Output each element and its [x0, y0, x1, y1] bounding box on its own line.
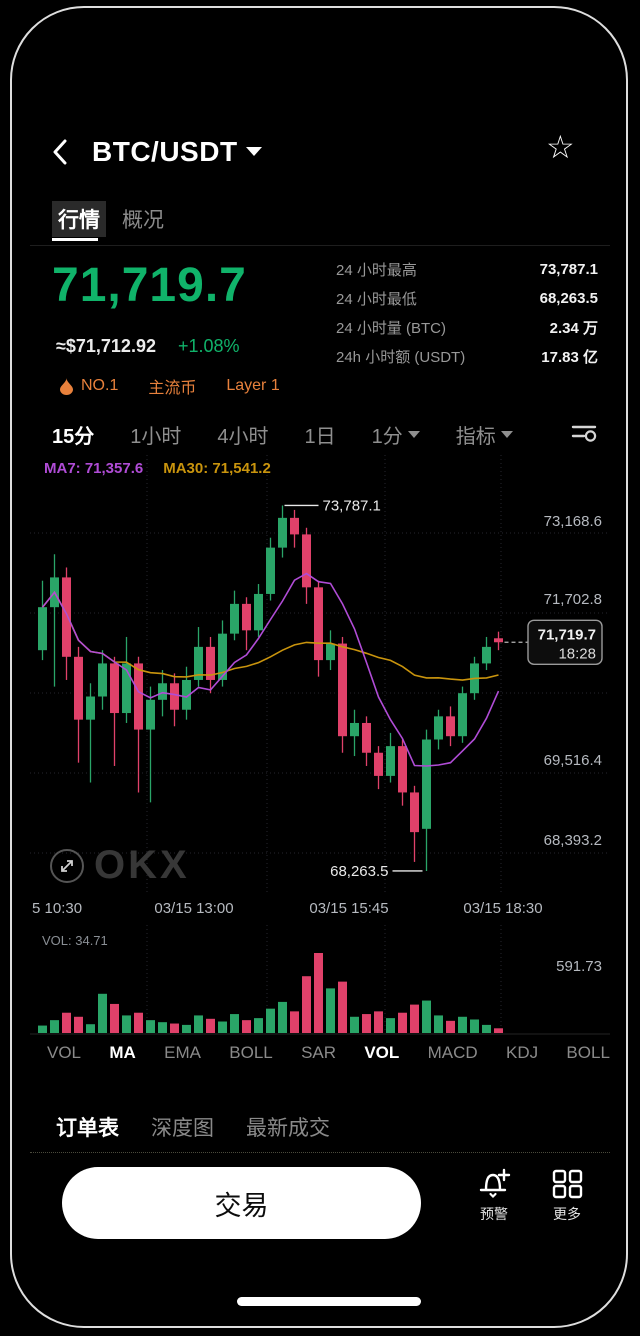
more-button[interactable]: 更多	[541, 1168, 593, 1224]
fiat-price: ≈$71,712.92	[56, 336, 156, 356]
indicator-sar[interactable]: SAR	[301, 1043, 337, 1062]
svg-text:591.73: 591.73	[556, 958, 602, 975]
svg-text:71,702.8: 71,702.8	[544, 591, 602, 608]
svg-text:18:28: 18:28	[558, 645, 596, 662]
indicator-boll[interactable]: BOLL	[229, 1043, 273, 1062]
tab-overview[interactable]: 概况	[122, 209, 164, 232]
stat-row: 24 小时最高 73,787.1	[336, 255, 598, 284]
back-button[interactable]	[52, 139, 68, 170]
svg-text:73,787.1: 73,787.1	[323, 497, 381, 514]
stat-value: 73,787.1	[539, 261, 598, 278]
stat-value: 2.34 万	[549, 320, 598, 337]
timeframe-dropdown-label: 1分	[371, 426, 403, 448]
alert-button[interactable]: 预警	[468, 1168, 520, 1224]
svg-text:68,263.5: 68,263.5	[330, 863, 388, 880]
tab-depth-chart[interactable]: 深度图	[151, 1117, 214, 1140]
timeframe-bar: 15分 1小时 4小时 1日 1分 指标	[52, 420, 597, 449]
divider	[30, 245, 610, 246]
svg-text:VOL: 34.71: VOL: 34.71	[42, 933, 108, 948]
indicator-kdj[interactable]: KDJ	[505, 1043, 539, 1062]
svg-text:71,719.7: 71,719.7	[538, 626, 596, 643]
timeframe-15m[interactable]: 15分	[52, 426, 95, 448]
favorite-star-icon[interactable]: ☆	[546, 129, 575, 165]
flame-icon	[60, 377, 73, 395]
more-label: 更多	[553, 1206, 581, 1222]
expand-chart-button[interactable]	[50, 848, 84, 883]
indicator-dropdown-label: 指标	[455, 426, 496, 448]
pair-dropdown-caret-icon[interactable]	[246, 147, 262, 156]
stat-row: 24 小时最低 68,263.5	[336, 284, 598, 313]
timeframe-more-dropdown[interactable]: 1分	[372, 420, 420, 449]
trade-button[interactable]: 交易	[62, 1167, 421, 1239]
svg-text:5 10:30: 5 10:30	[32, 900, 82, 917]
svg-text:69,516.4: 69,516.4	[544, 752, 602, 769]
svg-text:73,168.6: 73,168.6	[544, 513, 602, 530]
home-indicator[interactable]	[237, 1297, 421, 1306]
page-title[interactable]: BTC/USDT	[92, 136, 238, 167]
order-tab-bar: 订单表 深度图 最新成交	[56, 1112, 330, 1142]
ma-legend: MA7: 71,357.6 MA30: 71,541.2	[44, 460, 271, 477]
badge-mainstream: 主流币	[148, 380, 197, 397]
indicator-macd[interactable]: MACD	[427, 1043, 478, 1062]
tab-underline	[52, 238, 98, 241]
expand-arrows-icon	[61, 859, 73, 872]
bell-plus-icon	[479, 1168, 511, 1199]
badge-rank: NO.1	[81, 377, 119, 394]
stat-row: 24 小时量 (BTC) 2.34 万	[336, 313, 598, 342]
tab-latest-trades[interactable]: 最新成交	[246, 1117, 330, 1140]
indicator-boll2[interactable]: BOLL	[566, 1043, 610, 1062]
stat-label: 24h 小时额 (USDT)	[336, 349, 466, 366]
svg-text:03/15 13:00: 03/15 13:00	[154, 900, 233, 917]
timeframe-4h[interactable]: 4小时	[217, 426, 269, 448]
stat-value: 17.83 亿	[541, 349, 598, 366]
indicator-ema[interactable]: EMA	[164, 1043, 201, 1062]
list-settings-icon	[571, 425, 597, 442]
alert-label: 预警	[480, 1206, 508, 1222]
indicator-tab-bar: VOL MA EMA BOLL SAR VOL MACD KDJ BOLL	[47, 1043, 610, 1063]
chart-watermark: OKX	[50, 843, 190, 888]
ma7-legend: MA7: 71,357.6	[44, 460, 144, 477]
volume-chart[interactable]: VOL: 34.71 591.73	[30, 925, 610, 1037]
timeframe-1d[interactable]: 1日	[304, 426, 336, 448]
candlestick-chart[interactable]: 73,168.6 71,702.8 69,516.4 68,393.2 73,787.1…	[30, 455, 610, 920]
timeframe-1h[interactable]: 1小时	[130, 426, 182, 448]
change-percent: +1.08%	[178, 336, 240, 356]
chevron-down-icon	[500, 431, 513, 438]
svg-text:68,393.2: 68,393.2	[544, 832, 602, 849]
svg-text:03/15 18:30: 03/15 18:30	[463, 900, 542, 917]
okx-logo: OKX	[94, 843, 190, 887]
badge-layer1: Layer 1	[226, 377, 280, 394]
tab-order-book[interactable]: 订单表	[56, 1117, 119, 1140]
token-badges[interactable]: NO.1 主流币 Layer 1	[60, 374, 280, 398]
svg-text:03/15 15:45: 03/15 15:45	[309, 900, 388, 917]
ma30-legend: MA30: 71,541.2	[163, 460, 271, 477]
indicator-vol[interactable]: VOL	[364, 1043, 400, 1062]
indicator-vol-left[interactable]: VOL	[47, 1043, 82, 1062]
back-chevron-icon	[53, 139, 67, 165]
chart-settings-button[interactable]	[571, 421, 597, 449]
indicator-ma[interactable]: MA	[109, 1043, 136, 1062]
indicator-dropdown[interactable]: 指标	[456, 420, 513, 449]
stat-value: 68,263.5	[539, 290, 598, 307]
dotted-divider	[30, 1152, 610, 1153]
tab-quotes[interactable]: 行情	[52, 201, 106, 237]
grid-more-icon	[552, 1169, 583, 1199]
stat-label: 24 小时最低	[336, 291, 417, 308]
stat-row: 24h 小时额 (USDT) 17.83 亿	[336, 342, 598, 371]
stat-label: 24 小时量 (BTC)	[336, 320, 447, 337]
chevron-down-icon	[407, 431, 420, 438]
stat-label: 24 小时最高	[336, 262, 417, 279]
last-price: 71,719.7	[52, 259, 247, 312]
stats-block: 24 小时最高 73,787.1 24 小时最低 68,263.5 24 小时量 (…	[336, 255, 598, 371]
